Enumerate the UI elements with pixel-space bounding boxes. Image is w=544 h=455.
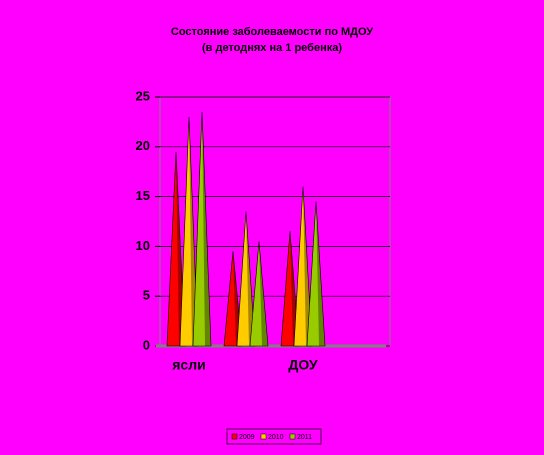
chart-subtitle: (в детоднях на 1 ребенка) xyxy=(202,42,342,54)
legend-swatch xyxy=(231,433,238,440)
cone xyxy=(236,211,256,347)
cone xyxy=(249,241,269,347)
y-tick-label: 0 xyxy=(143,337,150,352)
cone xyxy=(179,116,199,347)
y-tick-label: 10 xyxy=(136,238,150,253)
y-tick-label: 15 xyxy=(136,188,150,203)
y-tick-label: 20 xyxy=(136,138,150,153)
legend-box xyxy=(226,428,322,445)
cone xyxy=(293,186,313,347)
y-tick-label: 5 xyxy=(143,288,150,303)
cone xyxy=(223,251,243,347)
chart-title: Состояние заболеваемости по МДОУ xyxy=(171,26,373,38)
legend-label: 2009 xyxy=(239,434,255,441)
legend-swatch xyxy=(289,433,296,440)
legend-label: 2011 xyxy=(297,434,312,441)
cone-shade xyxy=(202,111,211,346)
legend-label: 2010 xyxy=(268,434,284,441)
cone-shade xyxy=(259,241,268,346)
cone xyxy=(280,231,300,347)
cone-shade xyxy=(290,231,299,346)
cone xyxy=(306,201,326,347)
y-tick-label: 25 xyxy=(136,88,150,103)
x-tick-label: ДОУ xyxy=(288,357,318,373)
cone xyxy=(192,111,212,347)
x-tick-label: ясли xyxy=(172,357,205,373)
cone xyxy=(166,151,186,347)
cone-shade xyxy=(316,201,325,346)
legend-swatch xyxy=(260,433,267,440)
